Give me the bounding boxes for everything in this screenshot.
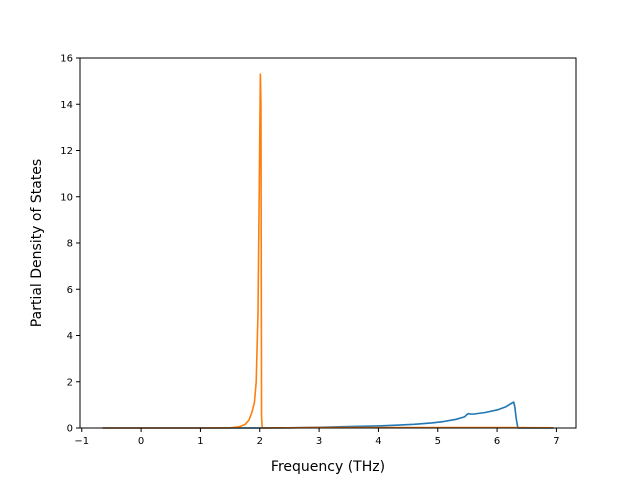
y-tick-label: 12 bbox=[60, 146, 73, 157]
x-tick-label: 1 bbox=[197, 436, 203, 447]
x-tick-label: −1 bbox=[74, 436, 89, 447]
x-tick-label: 3 bbox=[316, 436, 322, 447]
x-tick-label: 2 bbox=[257, 436, 263, 447]
y-tick-label: 2 bbox=[67, 377, 73, 388]
y-axis-ticks: 0 2 4 6 8 10 12 14 16 bbox=[60, 54, 80, 435]
y-tick-label: 16 bbox=[60, 54, 73, 65]
x-tick-label: 7 bbox=[553, 436, 559, 447]
y-tick-label: 6 bbox=[67, 285, 73, 296]
y-tick-label: 0 bbox=[67, 424, 73, 435]
y-tick-label: 8 bbox=[67, 239, 73, 250]
x-tick-label: 5 bbox=[435, 436, 441, 447]
x-tick-label: 6 bbox=[494, 436, 500, 447]
y-tick-label: 4 bbox=[67, 331, 73, 342]
y-tick-label: 14 bbox=[60, 100, 73, 111]
y-tick-label: 10 bbox=[60, 192, 73, 203]
x-axis-title: Frequency (THz) bbox=[271, 459, 385, 475]
y-axis-title: Partial Density of States bbox=[29, 159, 45, 327]
x-tick-label: 4 bbox=[375, 436, 381, 447]
x-tick-label: 0 bbox=[138, 436, 144, 447]
x-axis-ticks: −1 0 1 2 3 4 5 6 7 bbox=[74, 428, 560, 447]
